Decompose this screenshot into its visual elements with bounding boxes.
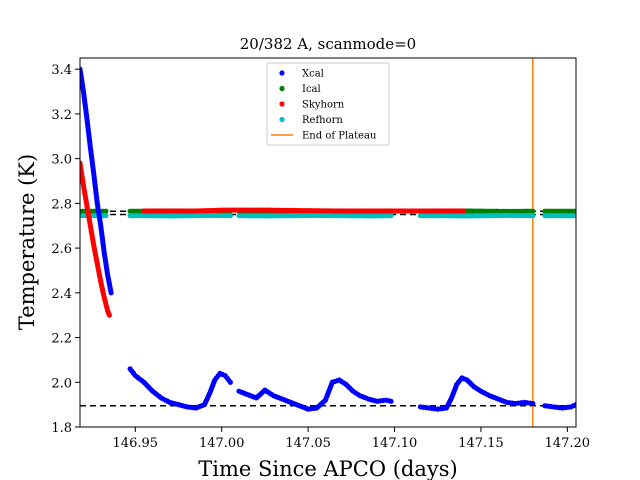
data-point [227,213,233,219]
data-point [530,400,536,407]
y-tick-label: 3.4 [51,63,72,78]
y-axis: 1.8 2.0 2.2 2.4 2.6 2.8 3.0 3.2 3.4 [51,63,80,436]
y-tick-label: 2.8 [51,197,72,212]
legend-marker [279,116,285,123]
data-point [227,379,233,385]
data-point [573,213,576,219]
y-tick-label: 2.4 [51,287,72,302]
legend-label: Ical [302,84,321,95]
legend-marker [279,85,285,92]
legend-box [266,62,390,146]
legend-label: Xcal [302,69,324,80]
x-axis-label: Time Since APCO (days) [198,457,457,480]
data-point [106,312,112,318]
y-tick-label: 3.0 [51,153,72,168]
y-tick-label: 2.6 [51,242,72,257]
y-tick-label: 3.2 [51,108,72,123]
legend-item-ical: Ical [279,84,321,95]
data-point [530,213,536,219]
plot-frame [79,57,577,428]
data-point [573,208,576,214]
series-layer [80,66,576,412]
data-point [388,398,394,404]
y-tick-label: 2.0 [51,376,72,391]
series-xcal [80,66,576,412]
x-axis: 146.95 147.00 147.05 147.10 147.15 147.20 [113,427,591,451]
data-point [103,208,109,214]
legend-marker [279,101,285,107]
data-point [108,290,114,296]
legend-item-xcal: Xcal [279,69,324,80]
legend: Xcal Ical Skyhorn Refhorn End of Plateau [266,62,390,146]
y-tick-label: 1.8 [51,421,72,436]
legend-label: Skyhorn [302,100,345,111]
data-point [573,402,576,408]
data-point [461,208,467,214]
legend-item-refhorn: Refhorn [279,115,343,126]
data-point [103,213,109,219]
data-point [388,213,394,219]
x-tick-label: 147.20 [545,436,591,451]
chart-title: 20/382 A, scanmode=0 [240,35,416,53]
series-skyhorn [80,160,467,318]
x-tick-label: 147.10 [372,436,418,451]
x-tick-label: 146.95 [113,436,159,451]
legend-item-skyhorn: Skyhorn [279,100,345,111]
legend-item-end-of-plateau: End of Plateau [271,131,377,142]
y-axis-label: Temperature (K) [15,154,39,330]
legend-label: Refhorn [302,115,343,126]
legend-marker [279,70,285,76]
y-tick-label: 2.2 [51,332,72,347]
legend-label: End of Plateau [302,131,377,142]
series-refhorn [80,212,576,219]
x-tick-label: 147.15 [458,436,504,451]
data-point [530,208,536,214]
x-tick-label: 147.00 [199,436,245,451]
x-tick-label: 147.05 [285,436,331,451]
